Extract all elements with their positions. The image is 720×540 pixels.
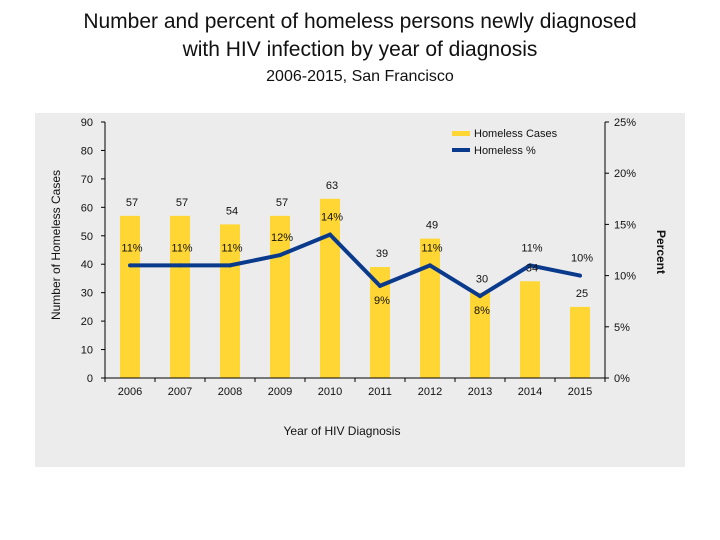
x-tick-label-2015: 2015 [568, 386, 592, 398]
bar-label-2009: 57 [276, 197, 288, 209]
bar-label-2014: 34 [526, 262, 538, 274]
line-homeless-percent [130, 232, 581, 299]
y2-tick-label-20pct: 20% [614, 168, 636, 180]
y-tick-label-40: 40 [81, 259, 93, 271]
line-point-2006 [128, 263, 132, 268]
x-tick-label-2011: 2011 [368, 386, 392, 398]
y-axis-title: Number of Homeless Cases [49, 170, 63, 320]
bar-2013 [470, 292, 490, 378]
bar-2010 [320, 198, 340, 378]
chart-panel [35, 113, 685, 467]
line-point-2012 [428, 263, 432, 268]
x-tick-label-2009: 2009 [268, 386, 292, 398]
percent-label-2008: 11% [221, 242, 242, 254]
x-tick-label-2013: 2013 [468, 386, 492, 398]
percent-label-2009: 12% [271, 232, 293, 244]
x-tick-label-2006: 2006 [118, 386, 142, 398]
percent-label-2011: 9% [374, 295, 390, 307]
legend-label-homeless-cases: Homeless Cases [474, 128, 558, 140]
bar-2014 [520, 281, 540, 378]
y-tick-label-60: 60 [81, 202, 93, 214]
bar-2007 [170, 215, 190, 378]
y-tick-label-10: 10 [81, 345, 93, 357]
x-tick-label-2008: 2008 [218, 386, 242, 398]
x-tick-label-2010: 2010 [318, 386, 342, 398]
bar-2012 [420, 238, 440, 378]
y2-tick-label-15pct: 15% [614, 219, 636, 231]
x-tick-label-2014: 2014 [518, 386, 542, 398]
y2-tick-label-25pct: 25% [614, 117, 636, 129]
line-point-2010 [328, 232, 332, 237]
y2-axis-title: Percent [654, 230, 668, 274]
y2-tick-label-0pct: 0% [614, 373, 630, 385]
y-tick-label-30: 30 [81, 288, 93, 300]
y-tick-label-0: 0 [87, 373, 93, 385]
legend-label-homeless-percent: Homeless % [474, 145, 536, 157]
y2-tick-label-5pct: 5% [614, 322, 630, 334]
legend-swatch-homeless-cases [452, 131, 470, 136]
line-point-2011 [378, 283, 382, 288]
bar-2011 [370, 267, 390, 378]
y-tick-label-20: 20 [81, 316, 93, 328]
y-tick-label-70: 70 [81, 174, 93, 186]
y-tick-label-50: 50 [81, 231, 93, 243]
bar-label-2013: 30 [476, 274, 488, 286]
bar-label-2011: 39 [376, 248, 388, 260]
chart-subtitle: 2006-2015, San Francisco [266, 68, 454, 85]
percent-label-2012: 11% [421, 242, 442, 254]
bar-label-2006: 57 [126, 197, 138, 209]
x-axis-title: Year of HIV Diagnosis [284, 424, 401, 438]
percent-label-2006: 11% [121, 242, 142, 254]
bar-label-2007: 57 [176, 197, 188, 209]
percent-label-2013: 8% [474, 305, 490, 317]
line-point-2015 [578, 273, 582, 278]
bar-2006 [120, 215, 140, 378]
y2-tick-label-10pct: 10% [614, 271, 636, 283]
x-tick-label-2007: 2007 [168, 386, 192, 398]
percent-label-2015: 10% [571, 253, 593, 265]
percent-label-2014: 11% [521, 242, 542, 254]
chart-title-line-1: Number and percent of homeless persons n… [83, 10, 637, 33]
bar-label-2015: 25 [576, 288, 588, 300]
y-tick-label-80: 80 [81, 145, 93, 157]
line-point-2009 [278, 253, 282, 258]
line-point-2007 [178, 263, 182, 268]
bar-label-2010: 63 [326, 180, 338, 192]
chart-title-line-2: with HIV infection by year of diagnosis [182, 38, 538, 61]
percent-label-2010: 14% [321, 212, 343, 224]
line-point-2008 [228, 263, 232, 268]
bar-2015 [570, 306, 590, 378]
x-tick-label-2012: 2012 [418, 386, 442, 398]
percent-label-2007: 11% [171, 242, 192, 254]
bar-label-2008: 54 [226, 205, 238, 217]
bar-label-2012: 49 [426, 220, 438, 232]
y-tick-label-90: 90 [81, 117, 93, 129]
line-point-2013 [478, 294, 482, 299]
line-point-2014 [528, 263, 532, 268]
